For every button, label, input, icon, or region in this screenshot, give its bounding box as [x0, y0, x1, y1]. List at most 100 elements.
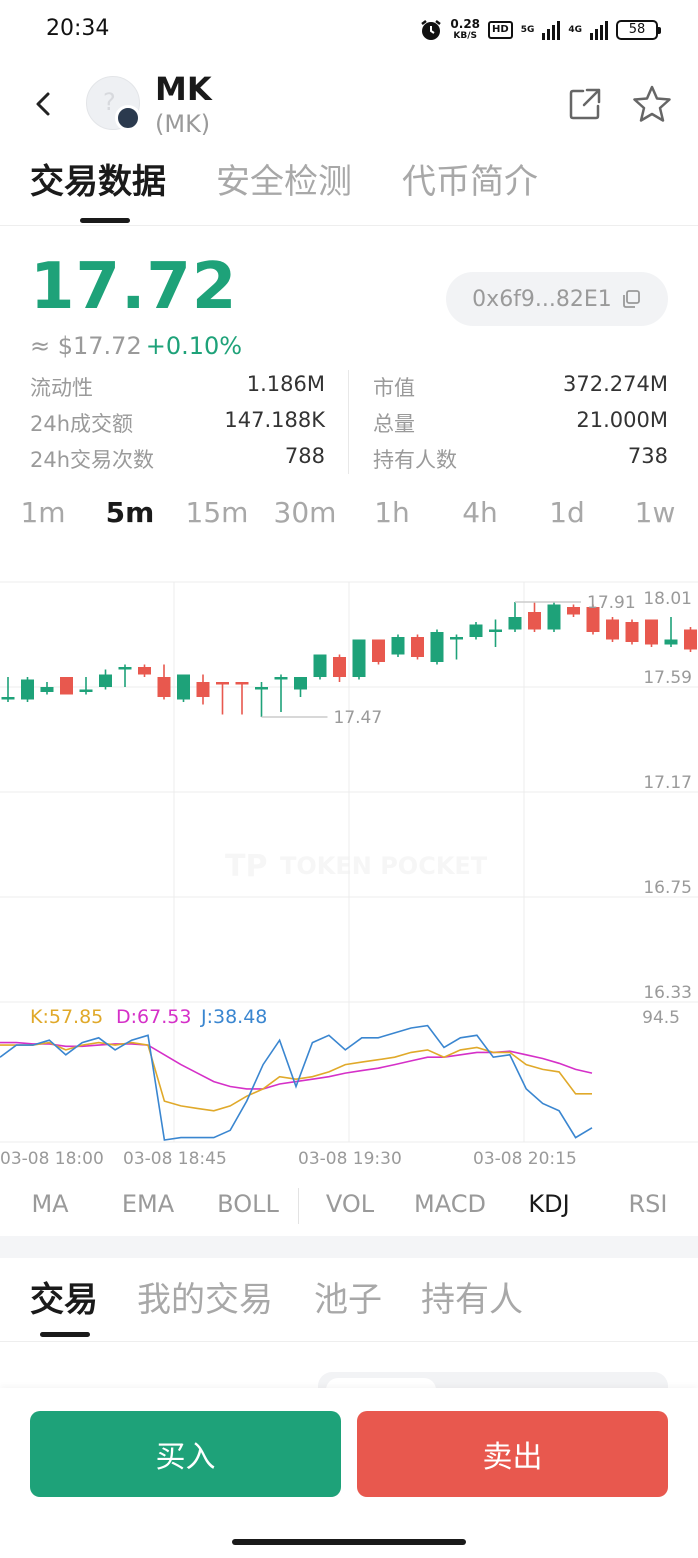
sub-tab-indicator — [40, 1332, 90, 1337]
watermark: TP TOKEN POCKET — [225, 849, 488, 884]
net-speed: 0.28 KB/S — [450, 18, 480, 42]
candle-up — [352, 639, 366, 677]
candle-up — [99, 674, 112, 687]
candle-up — [664, 639, 678, 645]
indicator-macd[interactable]: MACD — [414, 1190, 486, 1218]
interval-1d[interactable]: 1d — [549, 496, 585, 529]
bottom-action-bar: 买入 卖出 — [0, 1388, 698, 1558]
candle-up — [489, 629, 502, 632]
kdj-j-line — [0, 1024, 593, 1141]
token-header: ? MK (MK) — [0, 62, 698, 152]
indicator-divider — [298, 1188, 299, 1224]
candle-up — [430, 632, 444, 662]
favorite-star-icon[interactable] — [632, 84, 672, 124]
interval-30m[interactable]: 30m — [273, 496, 337, 529]
candle-down — [645, 619, 658, 645]
interval-1h[interactable]: 1h — [374, 496, 410, 529]
contract-address-pill[interactable]: 0x6f9...82E1 — [446, 272, 668, 326]
share-icon[interactable] — [567, 86, 603, 122]
high-price-label: 17.91 — [587, 593, 636, 613]
candle-down — [138, 667, 151, 675]
stat-market-cap: 市值 372.274M — [373, 372, 668, 406]
net-speed-value: 0.28 — [450, 17, 481, 31]
back-arrow-icon[interactable] — [28, 84, 58, 124]
low-marker: 17.47 — [261, 708, 382, 728]
candlesticks — [1, 602, 697, 717]
price-usd: ≈ $17.72 — [30, 332, 142, 360]
candle-up — [469, 624, 483, 637]
stat-label: 市值 — [373, 376, 415, 400]
kdj-legend: K:57.85 D:67.53 J:38.48 94.5 — [30, 1006, 680, 1028]
candle-down — [196, 682, 210, 697]
stat-label: 24h成交额 — [30, 412, 134, 436]
alarm-icon — [421, 20, 442, 40]
candle-down — [684, 629, 697, 650]
tab-pools[interactable]: 池子 — [314, 1280, 382, 1320]
sig1-label: 5G — [520, 25, 535, 35]
price-sub: ≈ $17.72 +0.10% — [30, 332, 242, 360]
candle-up — [313, 654, 327, 677]
indicator-boll[interactable]: BOLL — [217, 1190, 279, 1218]
tab-my-trades[interactable]: 我的交易 — [137, 1280, 273, 1320]
interval-5m[interactable]: 5m — [105, 496, 155, 529]
sell-button[interactable]: 卖出 — [357, 1411, 668, 1497]
x-tick-label: 03-08 18:45 — [123, 1149, 227, 1169]
y-tick-label: 18.01 — [643, 589, 692, 609]
token-symbol: (MK) — [155, 110, 211, 138]
tab-security-check[interactable]: 安全检测 — [216, 162, 352, 202]
contract-address: 0x6f9...82E1 — [472, 286, 612, 312]
tab-trade-data[interactable]: 交易数据 — [30, 162, 166, 202]
candle-down — [60, 677, 73, 695]
x-tick-label: 03-08 19:30 — [298, 1149, 402, 1169]
watermark-text: TOKEN POCKET — [280, 852, 488, 880]
candle-up — [21, 679, 34, 700]
status-time: 20:34 — [46, 16, 110, 41]
status-bar: 20:34 0.28 KB/S HD 5G 4G 58 — [0, 0, 698, 62]
chart-grid — [0, 581, 698, 1143]
candle-down — [216, 682, 229, 685]
indicator-ema[interactable]: EMA — [121, 1190, 175, 1218]
candle-down — [567, 607, 580, 615]
candle-down — [372, 639, 385, 662]
home-indicator[interactable] — [232, 1539, 466, 1545]
interval-4h[interactable]: 4h — [462, 496, 498, 529]
y-tick-label: 17.17 — [643, 773, 692, 793]
indicator-rsi[interactable]: RSI — [628, 1190, 668, 1218]
net-speed-unit: KB/S — [453, 31, 478, 41]
hd-badge: HD — [488, 21, 513, 39]
interval-15m[interactable]: 15m — [185, 496, 249, 529]
copy-icon[interactable] — [620, 288, 642, 310]
main-tab-indicator — [80, 218, 130, 223]
indicator-vol[interactable]: VOL — [325, 1190, 375, 1218]
kdj-k-line — [0, 1041, 592, 1112]
kdj-k-label: K:57.85 — [30, 1006, 103, 1028]
stat-value: 1.186M — [246, 372, 325, 396]
price-chart[interactable]: TP TOKEN POCKET 18.01 17.59 17.17 16.75 … — [0, 580, 698, 1172]
stat-24h-trades: 24h交易次数 788 — [30, 444, 325, 478]
stat-value: 788 — [284, 444, 325, 468]
indicator-ma[interactable]: MA — [31, 1190, 69, 1218]
x-tick-label: 03-08 18:00 — [0, 1149, 104, 1169]
x-axis-labels: 03-08 18:00 03-08 18:45 03-08 19:30 03-0… — [0, 1149, 577, 1169]
tab-trades[interactable]: 交易 — [30, 1280, 98, 1320]
y-tick-label: 16.75 — [643, 878, 692, 898]
kdj-top-value: 94.5 — [642, 1008, 680, 1028]
stat-24h-volume: 24h成交额 147.188K — [30, 408, 325, 442]
interval-1w[interactable]: 1w — [634, 496, 676, 529]
stat-value: 738 — [627, 444, 668, 468]
sig2-label: 4G — [568, 25, 582, 35]
high-marker: 17.91 — [515, 593, 636, 613]
tab-token-intro[interactable]: 代币简介 — [402, 162, 538, 202]
interval-1m[interactable]: 1m — [20, 496, 66, 529]
tab-holders[interactable]: 持有人 — [421, 1280, 523, 1320]
candle-down — [235, 682, 249, 685]
candle-down — [586, 607, 600, 632]
buy-button[interactable]: 买入 — [30, 1411, 341, 1497]
chain-badge-icon — [115, 105, 141, 131]
stat-label: 总量 — [373, 412, 415, 436]
indicator-kdj[interactable]: KDJ — [528, 1190, 570, 1218]
stat-value: 372.274M — [563, 372, 668, 396]
price-change: +0.10% — [145, 332, 243, 360]
main-tabs: 交易数据 安全检测 代币简介 — [0, 150, 698, 226]
stat-holders: 持有人数 738 — [373, 444, 668, 478]
